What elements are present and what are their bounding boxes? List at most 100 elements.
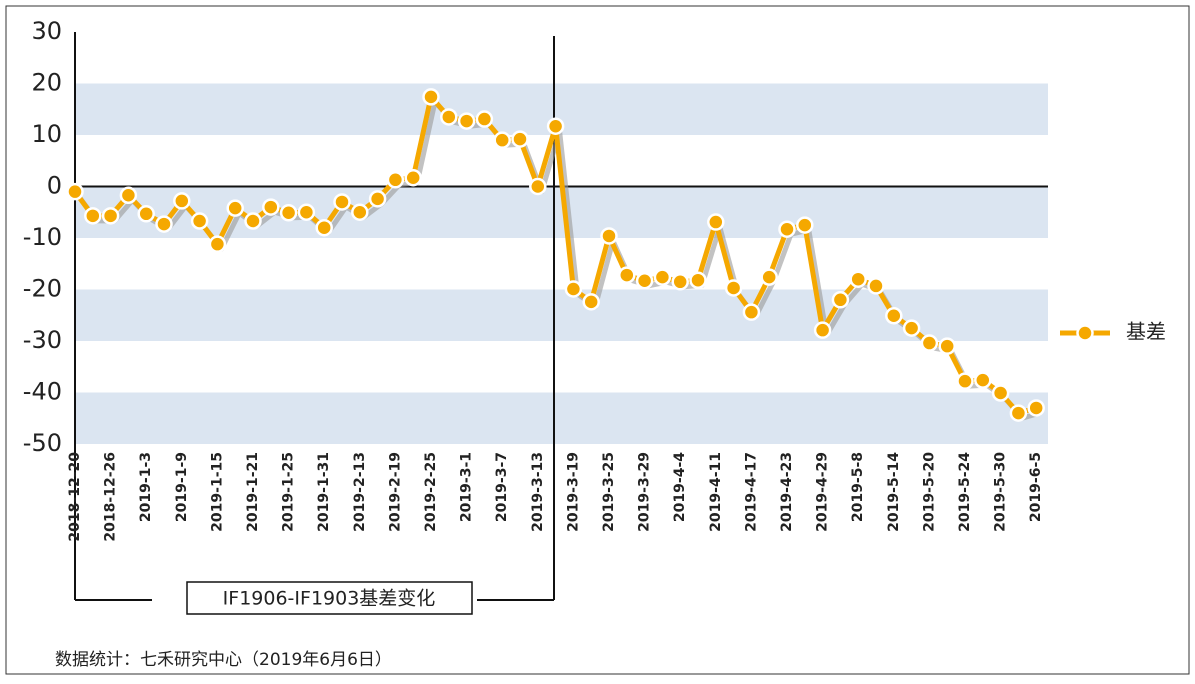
marker <box>564 280 583 298</box>
marker <box>760 268 778 286</box>
x-tick-label: 2019-6-5 <box>1028 452 1044 522</box>
y-tick-label: 30 <box>31 17 62 45</box>
legend-marker <box>1076 324 1094 342</box>
x-tick-label: 2019-5-20 <box>921 452 937 532</box>
marker <box>404 168 422 187</box>
x-tick-label: 2019-5-30 <box>993 452 1009 532</box>
x-tick-label: 2019-5-24 <box>957 452 973 532</box>
marker <box>351 203 369 221</box>
marker <box>974 371 992 389</box>
marker <box>262 198 280 216</box>
x-tick-label: 2019-2-25 <box>423 452 439 532</box>
marker <box>244 212 262 230</box>
marker <box>885 307 903 325</box>
marker <box>457 112 476 130</box>
marker <box>653 268 672 286</box>
x-tick-label: 2019-4-29 <box>815 452 831 532</box>
marker <box>849 270 867 288</box>
x-tick-label: 2019-4-17 <box>743 452 759 532</box>
x-tick-label: 2019-5-8 <box>850 452 866 522</box>
marker <box>66 182 84 201</box>
grid-band <box>75 392 1048 444</box>
x-tick-label: 2019-4-4 <box>672 452 688 522</box>
marker <box>707 213 725 231</box>
frame <box>5 5 1190 675</box>
marker <box>813 321 832 339</box>
marker <box>511 130 529 148</box>
marker <box>368 190 387 208</box>
x-tick-label: 2019-3-13 <box>530 452 546 532</box>
x-tick-label: 2019-5-14 <box>886 452 902 532</box>
marker <box>920 334 939 352</box>
marker <box>938 337 956 355</box>
marker <box>582 293 600 311</box>
marker <box>386 171 405 189</box>
x-tick-label: 2019-1-31 <box>316 452 332 532</box>
y-tick-label: -20 <box>23 275 62 303</box>
x-tick-label: 2018-12-20 <box>67 452 83 542</box>
marker <box>137 205 155 223</box>
x-tick-label: 2019-3-1 <box>459 452 475 522</box>
marker <box>600 227 618 245</box>
y-tick-label: 0 <box>47 172 62 200</box>
x-tick-label: 2018-12-26 <box>103 452 119 542</box>
marker <box>226 199 244 217</box>
source: 数据统计：七禾研究中心（2019年6月6日） <box>55 650 392 670</box>
marker <box>902 319 921 337</box>
marker <box>173 192 191 210</box>
marker <box>119 186 138 205</box>
x-tick-label: 2019-3-7 <box>494 452 510 522</box>
marker <box>315 218 333 237</box>
y-tick-label: -50 <box>23 429 62 457</box>
x-tick-label: 2019-1-15 <box>209 452 225 532</box>
marker <box>422 88 440 106</box>
annotation: IF1906-IF1903基差变化 <box>223 588 436 610</box>
x-tick-label: 2019-1-25 <box>281 452 297 532</box>
x-tick-label: 2019-4-23 <box>779 452 795 532</box>
marker <box>529 177 547 196</box>
marker <box>742 303 761 321</box>
marker <box>84 207 102 225</box>
marker <box>440 108 458 126</box>
marker <box>101 207 120 225</box>
marker <box>618 266 636 284</box>
x-tick-label: 2019-1-3 <box>138 452 154 522</box>
legend-label: 基差 <box>1126 320 1166 344</box>
marker <box>475 110 494 128</box>
y-tick-label: -40 <box>23 378 62 406</box>
marker <box>831 291 850 309</box>
marker <box>724 279 743 297</box>
marker <box>778 220 796 238</box>
x-tick-label: 2019-1-21 <box>245 452 261 532</box>
annotation-box <box>186 581 473 615</box>
marker <box>155 215 173 233</box>
marker <box>1027 399 1045 417</box>
x-tick-label: 2019-2-13 <box>352 452 368 532</box>
marker <box>689 271 707 289</box>
marker <box>297 203 316 221</box>
marker <box>991 384 1010 402</box>
y-tick-label: -10 <box>23 223 62 251</box>
x-tick-label: 2019-1-9 <box>174 452 190 522</box>
x-tick-label: 2019-3-25 <box>601 452 617 532</box>
marker <box>867 277 885 295</box>
marker <box>956 372 974 390</box>
marker <box>190 212 209 230</box>
x-tick-label: 2019-3-19 <box>565 452 581 532</box>
y-tick-label: -30 <box>23 326 62 354</box>
marker <box>208 235 227 253</box>
line <box>72 94 1037 416</box>
marker <box>493 131 511 149</box>
marker <box>546 117 565 135</box>
marker <box>671 273 689 291</box>
marker <box>279 204 298 222</box>
x-tick-label: 2019-3-29 <box>637 452 653 532</box>
marker <box>1009 404 1028 422</box>
x-tick-label: 2019-2-19 <box>387 452 403 532</box>
marker <box>635 271 654 290</box>
marker <box>333 193 351 211</box>
y-tick-label: 10 <box>31 120 62 148</box>
marker <box>796 216 814 234</box>
y-tick-label: 20 <box>31 69 62 97</box>
